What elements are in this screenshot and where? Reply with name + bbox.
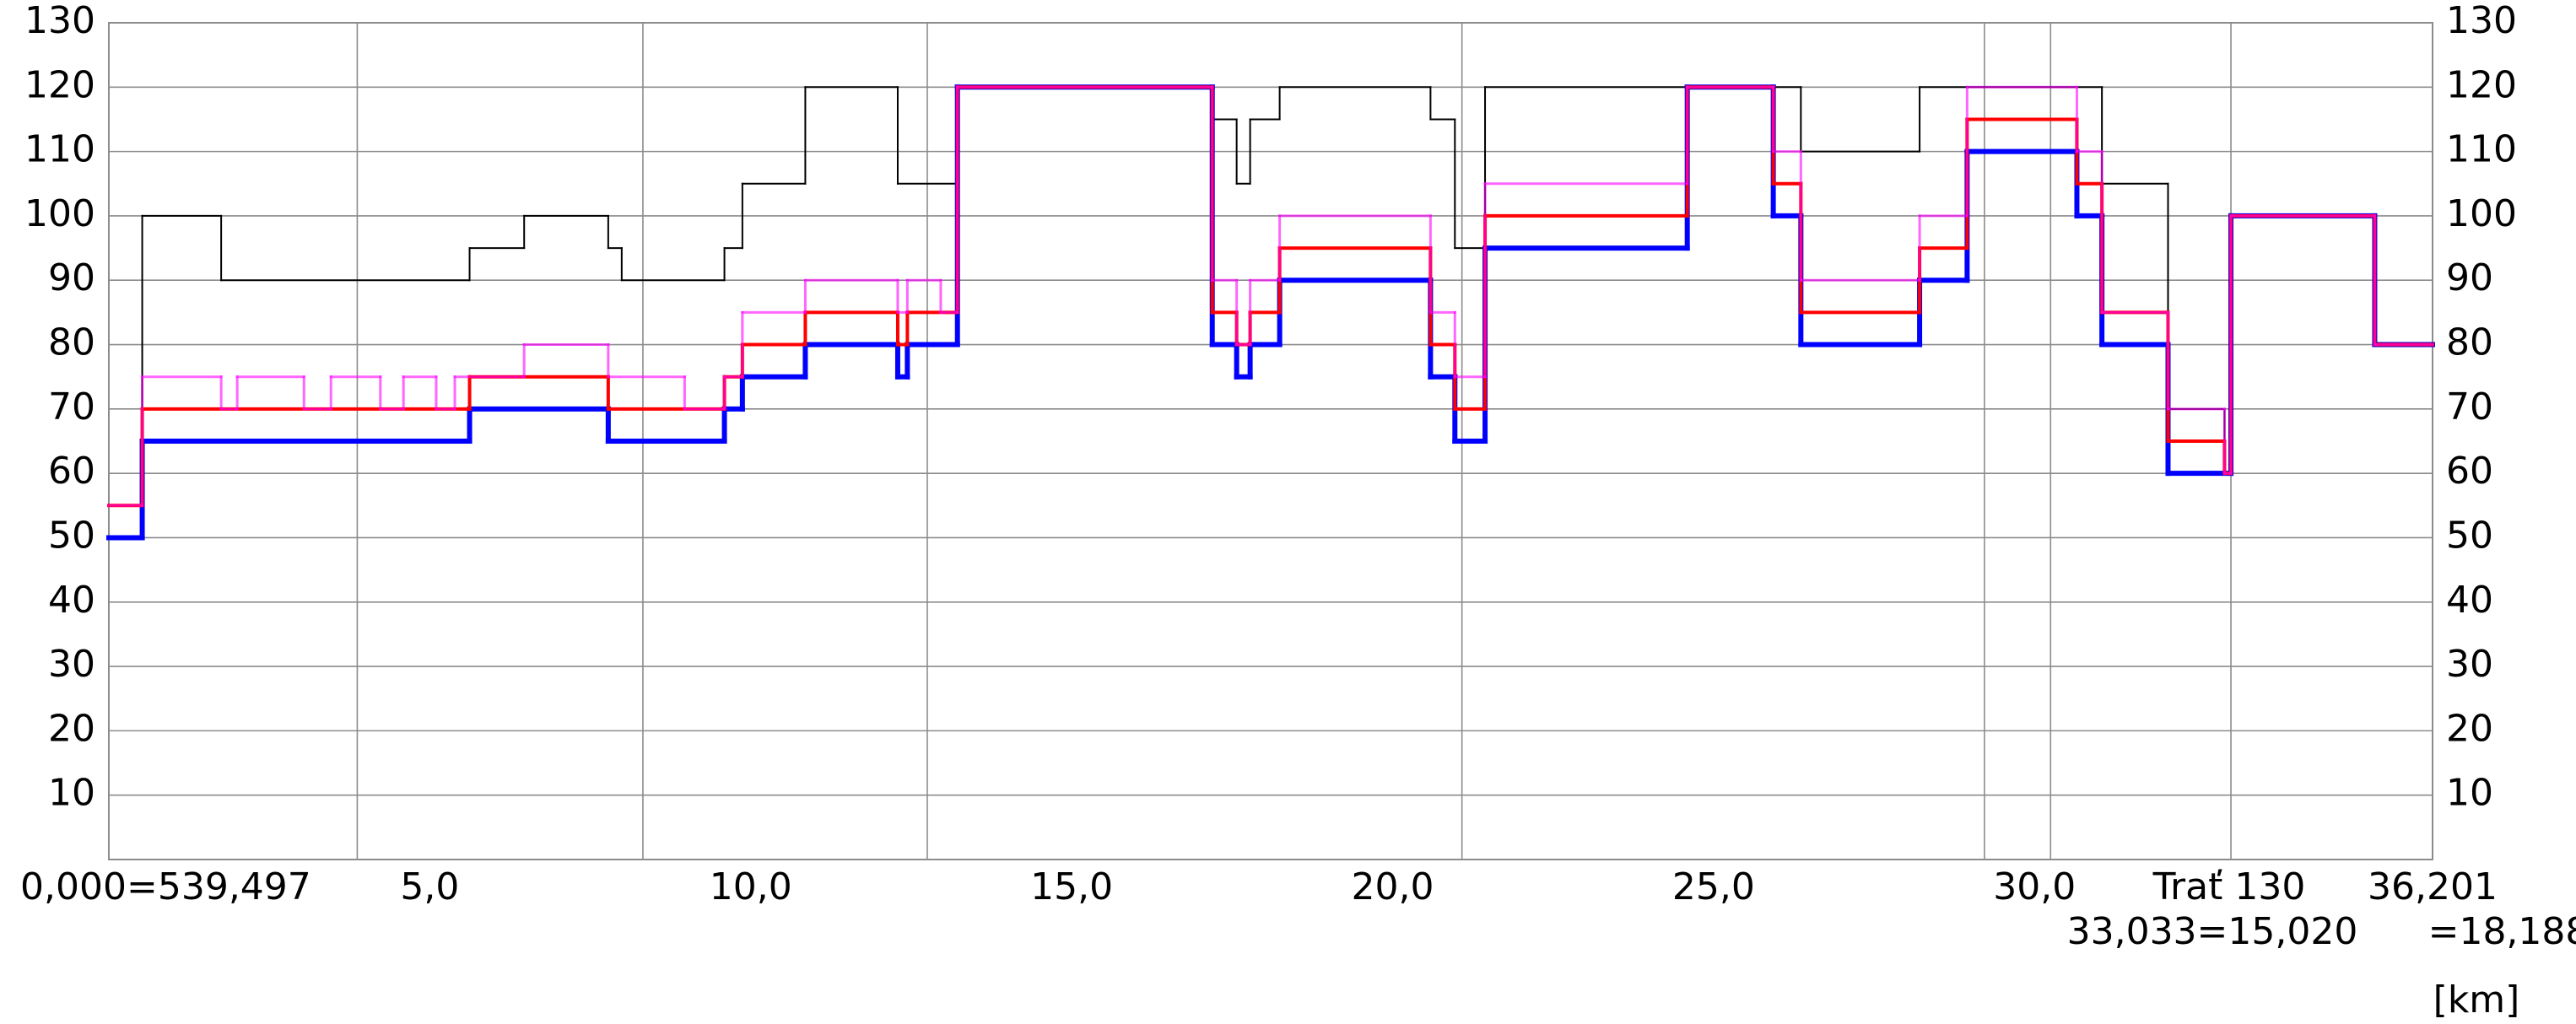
- y-tick-label: 90: [48, 256, 95, 299]
- y-tick-label-right: 10: [2446, 772, 2493, 815]
- y-tick-label-right: 20: [2446, 707, 2493, 750]
- y-tick-label-right: 110: [2446, 128, 2517, 171]
- y-tick-label: 40: [48, 579, 95, 622]
- y-tick-label: 60: [48, 450, 95, 493]
- y-tick-label-right: 100: [2446, 192, 2517, 235]
- y-tick-label: 10: [48, 772, 95, 815]
- y-tick-label: 20: [48, 707, 95, 750]
- x-tick-label: 5,0: [400, 865, 459, 908]
- y-tick-label: 130: [24, 0, 95, 42]
- y-tick-label-right: 70: [2446, 385, 2493, 428]
- y-tick-label: 120: [24, 63, 95, 106]
- y-tick-label: 110: [24, 128, 95, 171]
- x-tick-label: 20,0: [1352, 865, 1434, 908]
- y-tick-label-right: 130: [2446, 0, 2517, 42]
- y-tick-label: 100: [24, 192, 95, 235]
- x-tick-label: 30,0: [1993, 865, 2076, 908]
- x-tick-label: 10,0: [710, 865, 792, 908]
- y-tick-label-right: 30: [2446, 643, 2493, 686]
- y-tick-label: 50: [48, 514, 95, 557]
- y-tick-label-right: 50: [2446, 514, 2493, 557]
- y-tick-label-right: 40: [2446, 579, 2493, 622]
- x-tick-label: Trať 130: [2152, 865, 2306, 908]
- y-tick-label-right: 80: [2446, 321, 2493, 364]
- x-tick-label: 36,201: [2368, 865, 2498, 908]
- y-tick-label-right: 120: [2446, 63, 2517, 106]
- x-axis-label: [km]: [2433, 978, 2520, 1021]
- y-tick-label-right: 60: [2446, 450, 2493, 493]
- y-tick-label: 30: [48, 643, 95, 686]
- y-tick-label: 80: [48, 321, 95, 364]
- y-tick-label: 70: [48, 385, 95, 428]
- x-tick-label: 0,000=539,497: [20, 865, 311, 908]
- x-tick-label: 25,0: [1672, 865, 1755, 908]
- x-tick-sublabel: =18,188: [2428, 910, 2576, 953]
- x-tick-label: 15,0: [1030, 865, 1113, 908]
- y-tick-label-right: 90: [2446, 256, 2493, 299]
- x-tick-sublabel: 33,033=15,020: [2067, 910, 2358, 953]
